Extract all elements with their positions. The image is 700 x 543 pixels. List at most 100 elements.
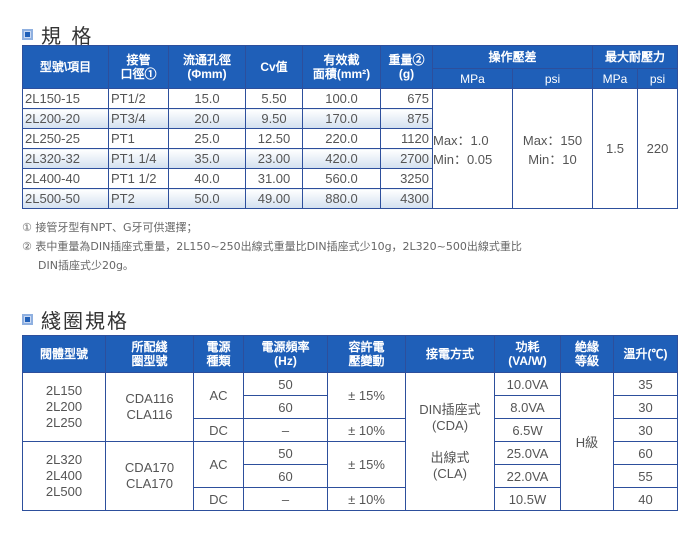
- header-op-psi: psi: [511, 68, 594, 89]
- table-row: 2L150 2L200 2L250 CDA116 CLA116 AC 50 ± 15% DIN插…: [22, 372, 678, 511]
- connection-cell: DIN插座式 (CDA) 出線式 (CLA): [405, 372, 495, 511]
- header-max-mpa: MPa: [592, 68, 639, 89]
- port-cell: PT2: [108, 188, 169, 209]
- footnotes: ① 接管牙型有NPT、G牙可供選擇； ② 表中重量為DIN插座式重量，2L150…: [22, 218, 522, 275]
- volt-cell: ± 10%: [327, 418, 406, 442]
- max-psi-cell: 220: [637, 88, 679, 209]
- consumption-cell: 6.5W: [494, 418, 561, 442]
- cv-cell: 31.00: [245, 168, 303, 189]
- temp-rise-cell: 35: [613, 372, 678, 396]
- orifice-cell: 25.0: [168, 128, 246, 149]
- freq-cell: 50: [243, 441, 328, 465]
- weight-cell: 2700: [380, 148, 433, 169]
- area-cell: 100.0: [302, 88, 381, 109]
- header-port: 接管 口徑①: [108, 45, 169, 89]
- temp-rise-cell: 30: [613, 418, 678, 442]
- power-dc-cell: DC: [193, 418, 244, 442]
- coil-models-cell: CDA170 CLA170: [105, 441, 194, 511]
- header-weight: 重量② (g): [380, 45, 433, 89]
- square-bullet-icon: [22, 314, 33, 325]
- weight-cell: 3250: [380, 168, 433, 189]
- power-ac-cell: AC: [193, 372, 244, 419]
- port-cell: PT1 1/2: [108, 168, 169, 189]
- note-2-cont: DIN插座式少20g。: [38, 259, 134, 272]
- header-orifice: 流通孔徑 (Φmm): [168, 45, 246, 89]
- area-cell: 420.0: [302, 148, 381, 169]
- table-row: DC – ± 10% 10.5W 40: [23, 487, 678, 511]
- weight-cell: 675: [380, 88, 433, 109]
- port-cell: PT1 1/4: [108, 148, 169, 169]
- table-row: 60 22.0VA 55: [23, 464, 678, 488]
- table-row: 2L320-32 PT1 1/4 35.0 23.00 420.0 2700: [22, 148, 678, 169]
- weight-cell: 875: [380, 108, 433, 129]
- header-op-pressure: 操作壓差: [431, 45, 594, 69]
- spec-table: 型號\項目 接管 口徑① 流通孔徑 (Φmm) Cv值 有效截 面積(mm²) 重量②…: [22, 45, 679, 209]
- table-row: 2L250-25 PT1 25.0 12.50 220.0 1120: [22, 128, 678, 149]
- op-mpa-cell: Max：1.0 Min：0.05: [432, 88, 513, 209]
- header-max-psi: psi: [637, 68, 679, 89]
- cv-cell: 9.50: [245, 108, 303, 129]
- model-cell: 2L250-25: [22, 128, 109, 149]
- header-body: 閥體型號: [22, 335, 106, 373]
- square-bullet-icon: [22, 29, 33, 40]
- header-max-pressure: 最大耐壓力: [592, 45, 679, 69]
- port-cell: PT3/4: [108, 108, 169, 129]
- area-cell: 170.0: [302, 108, 381, 129]
- header-conn: 接電方式: [405, 335, 495, 373]
- header-volt: 容許電 壓變動: [327, 335, 406, 373]
- weight-cell: 4300: [380, 188, 433, 209]
- header-temp: 溫升(℃): [613, 335, 678, 373]
- freq-cell: –: [243, 418, 328, 442]
- header-area: 有效截 面積(mm²): [302, 45, 381, 89]
- body-models-cell: 2L320 2L400 2L500: [22, 441, 106, 511]
- header-coil: 所配綫 圈型號: [105, 335, 194, 373]
- freq-cell: –: [243, 487, 328, 511]
- port-cell: PT1: [108, 128, 169, 149]
- max-mpa-cell: 1.5: [592, 88, 639, 209]
- area-cell: 220.0: [302, 128, 381, 149]
- consumption-cell: 10.5W: [494, 487, 561, 511]
- port-cell: PT1/2: [108, 88, 169, 109]
- freq-cell: 50: [243, 372, 328, 396]
- volt-cell: ± 10%: [327, 487, 406, 511]
- temp-rise-cell: 30: [613, 395, 678, 419]
- spec-section-title: 規 格: [22, 20, 93, 49]
- cv-cell: 12.50: [245, 128, 303, 149]
- power-dc-cell: DC: [193, 487, 244, 511]
- consumption-cell: 10.0VA: [494, 372, 561, 396]
- table-row: DC – ± 10% 6.5W 30: [23, 418, 678, 442]
- orifice-cell: 35.0: [168, 148, 246, 169]
- header-ins: 絶緣 等級: [560, 335, 614, 373]
- temp-rise-cell: 60: [613, 441, 678, 465]
- table-row: 2L200-20 PT3/4 20.0 9.50 170.0 875: [22, 108, 678, 129]
- note-2: ② 表中重量為DIN插座式重量，2L150~250出線式重量比DIN插座式少10…: [22, 240, 522, 253]
- header-cv: Cv值: [245, 45, 303, 89]
- power-ac-cell: AC: [193, 441, 244, 488]
- coil-models-cell: CDA116 CLA116: [105, 372, 194, 442]
- temp-rise-cell: 40: [613, 487, 678, 511]
- orifice-cell: 50.0: [168, 188, 246, 209]
- model-cell: 2L500-50: [22, 188, 109, 209]
- cv-cell: 5.50: [245, 88, 303, 109]
- cv-cell: 49.00: [245, 188, 303, 209]
- orifice-cell: 40.0: [168, 168, 246, 189]
- header-op-mpa: MPa: [432, 68, 513, 89]
- table-row: 2L150-15 PT1/2 15.0 5.50 100.0 675 Max：1.0 Min：…: [22, 88, 679, 209]
- model-cell: 2L320-32: [22, 148, 109, 169]
- area-cell: 560.0: [302, 168, 381, 189]
- consumption-cell: 22.0VA: [494, 464, 561, 488]
- coil-section-title: 綫圈規格: [22, 305, 129, 334]
- insulation-cell: H級: [560, 372, 614, 511]
- volt-cell: ± 15%: [327, 441, 406, 488]
- freq-cell: 60: [243, 395, 328, 419]
- consumption-cell: 25.0VA: [494, 441, 561, 465]
- note-1: ① 接管牙型有NPT、G牙可供選擇；: [22, 221, 198, 234]
- cv-cell: 23.00: [245, 148, 303, 169]
- weight-cell: 1120: [380, 128, 433, 149]
- model-cell: 2L150-15: [22, 88, 109, 109]
- freq-cell: 60: [243, 464, 328, 488]
- coil-table: 閥體型號 所配綫 圈型號 電源 種類 電源頻率 (Hz) 容許電 壓變動 接電方式 功耗…: [22, 335, 678, 511]
- body-models-cell: 2L150 2L200 2L250: [22, 372, 106, 442]
- table-row: 2L500-50 PT2 50.0 49.00 880.0 4300: [22, 188, 678, 209]
- orifice-cell: 15.0: [168, 88, 246, 109]
